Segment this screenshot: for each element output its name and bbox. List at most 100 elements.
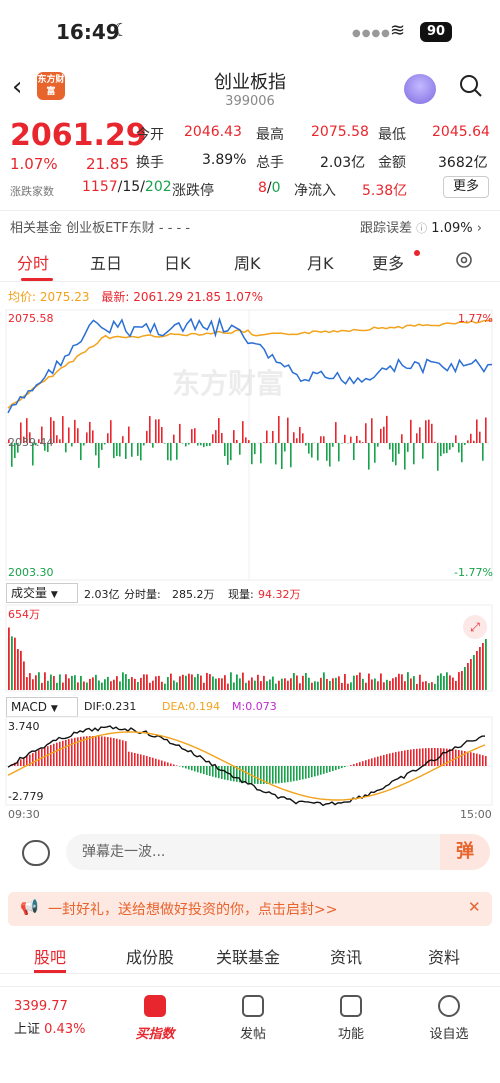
flow-bar	[485, 417, 487, 443]
axis-top-price: 2075.58	[8, 312, 54, 325]
flow-bar	[461, 443, 463, 463]
watermark-logo: 东方财富	[172, 367, 285, 400]
macd-bar	[101, 736, 103, 766]
macd-dea: DEA:0.194	[162, 700, 220, 713]
volume-bar	[350, 682, 352, 690]
flow-bar	[158, 419, 160, 443]
macd-bar	[296, 766, 298, 781]
market-index[interactable]: 3399.77 上证 0.43%	[14, 999, 86, 1037]
flow-bar	[245, 437, 247, 443]
grid-icon	[340, 995, 362, 1017]
macd-bar	[119, 739, 121, 766]
related-fund-row[interactable]: 相关基金 创业板ETF东财 - - - - 跟踪误差 ⓘ 1.09% ›	[0, 210, 500, 240]
nav-functions[interactable]: 功能	[316, 995, 386, 1042]
volume-bar	[74, 675, 76, 690]
tab-monthly-k[interactable]: 月K	[307, 254, 334, 273]
macd-bar	[176, 765, 178, 766]
tab-guba[interactable]: 股吧	[34, 948, 67, 967]
macd-chart[interactable]	[0, 716, 500, 806]
flow-bar	[260, 443, 262, 464]
flow-bar	[356, 435, 358, 443]
flow-bar	[389, 443, 391, 450]
volume-bar	[380, 673, 382, 690]
flow-bar	[305, 443, 307, 446]
volume-bar	[371, 679, 373, 690]
volume-bar	[272, 676, 274, 690]
tab-weekly-k[interactable]: 周K	[234, 254, 261, 273]
volume-bar	[119, 681, 121, 690]
tab-intraday[interactable]: 分时	[17, 254, 50, 273]
nav-buy-index[interactable]: 买指数	[120, 995, 190, 1042]
promo-banner[interactable]: 📢 一封好礼，送给想做好投资的你，点击启封>> ✕	[8, 892, 492, 926]
danmaku-toggle-icon[interactable]	[22, 840, 50, 866]
search-icon[interactable]	[459, 74, 483, 98]
tab-more[interactable]: 更多	[372, 254, 405, 273]
high-value: 2075.58	[311, 124, 369, 140]
volume-bar	[101, 682, 103, 690]
flow-bar	[473, 440, 475, 443]
nav-post[interactable]: 发帖	[218, 995, 288, 1042]
bottom-nav: 3399.77 上证 0.43% 买指数 发帖 功能 设自选	[0, 986, 500, 1083]
macd-bar	[365, 760, 367, 766]
volume-bar	[443, 675, 445, 690]
macd-bar	[344, 766, 346, 768]
promo-text: 一封好礼，送给想做好投资的你，点击启封>>	[48, 902, 338, 918]
nav-watchlist[interactable]: 设自选	[414, 995, 484, 1042]
tab-profile[interactable]: 资料	[428, 948, 461, 967]
tab-related-funds[interactable]: 关联基金	[216, 948, 281, 967]
adv-counts: 1157/15/202	[82, 179, 172, 195]
macd-bar	[431, 748, 433, 766]
volume-bar	[461, 671, 463, 690]
macd-bar	[401, 750, 403, 766]
flow-bar	[86, 432, 88, 443]
macd-bar	[437, 748, 439, 766]
macd-bar	[350, 765, 352, 766]
macd-bar	[305, 766, 307, 779]
volume-selector[interactable]: 成交量 ▼	[6, 583, 78, 603]
macd-bar	[239, 766, 241, 783]
open-value: 2046.43	[184, 124, 242, 140]
macd-bar	[254, 766, 256, 784]
tab-daily-k[interactable]: 日K	[164, 254, 191, 273]
tab-components[interactable]: 成份股	[126, 948, 175, 967]
flow-bar	[47, 443, 49, 452]
back-icon[interactable]: ‹	[12, 72, 23, 102]
danmaku-send-button[interactable]: 弹	[440, 834, 490, 870]
close-icon[interactable]: ✕	[468, 898, 481, 916]
volume-chart[interactable]	[0, 604, 500, 692]
tab-five-day[interactable]: 五日	[90, 254, 123, 273]
volume-bar	[428, 683, 430, 690]
turnover-value: 3.89%	[202, 152, 247, 168]
flow-bar	[11, 443, 13, 467]
axis-bottom-pct: -1.77%	[454, 566, 493, 579]
macd-bar	[467, 751, 469, 766]
macd-bar	[308, 766, 310, 778]
macd-bar	[470, 752, 472, 766]
flow-bar	[419, 427, 421, 443]
flow-bar	[311, 443, 313, 458]
danmaku-input[interactable]: 弹幕走一波...	[66, 834, 490, 870]
macd-bar	[131, 752, 133, 766]
volume-bar	[332, 678, 334, 690]
gear-icon[interactable]	[454, 250, 474, 270]
macd-bar	[371, 758, 373, 766]
volume-bar	[404, 681, 406, 690]
volume-bar	[344, 674, 346, 690]
volume-bar	[437, 675, 439, 690]
more-button[interactable]: 更多	[443, 176, 489, 198]
avatar[interactable]	[404, 74, 436, 104]
axis-bottom-price: 2003.30	[8, 566, 54, 579]
macd-selector[interactable]: MACD ▼	[6, 697, 78, 717]
volume-bar	[158, 675, 160, 690]
macd-m: M:0.073	[232, 700, 277, 713]
flow-bar	[227, 443, 229, 465]
volume-bar	[290, 678, 292, 690]
expand-icon[interactable]: ⤢	[463, 615, 487, 639]
volume-bar	[452, 677, 454, 690]
intraday-chart[interactable]	[0, 308, 500, 600]
volume-bar	[242, 672, 244, 690]
volume-bar	[134, 678, 136, 690]
flow-bar	[98, 443, 100, 468]
tab-news[interactable]: 资讯	[330, 948, 363, 967]
amount-value: 3682亿	[438, 155, 488, 171]
